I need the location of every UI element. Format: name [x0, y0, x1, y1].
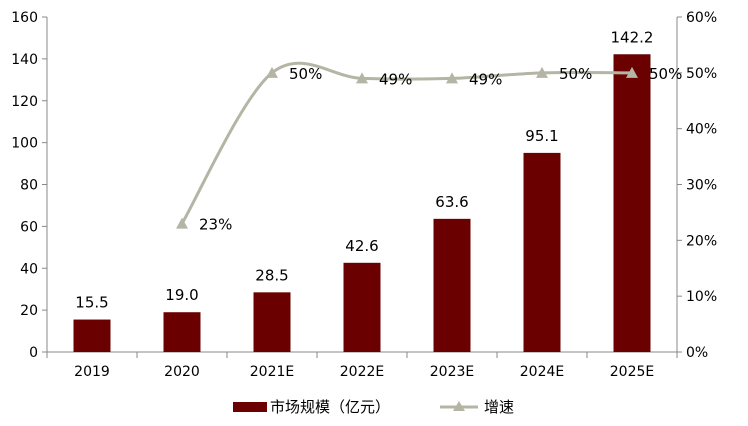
bar-series: 15.5 19.0 28.5 42.6 63.6 95.1 142.2: [73, 28, 654, 353]
x-tick-label: 2020: [164, 364, 200, 380]
legend-bar-label: 市场规模（亿元）: [270, 398, 390, 416]
growth-point-marker: [626, 66, 638, 78]
growth-point-marker: [266, 66, 278, 78]
right-tick-label: 30%: [686, 178, 717, 194]
right-tick-label: 60%: [686, 10, 717, 26]
left-tick-label: 40: [20, 261, 38, 277]
bar: [613, 54, 651, 353]
x-tick-label: 2024E: [520, 364, 564, 380]
left-tick-label: 100: [11, 136, 38, 152]
legend: 市场规模（亿元） 增速: [233, 398, 514, 416]
right-tick-label: 10%: [686, 289, 717, 305]
bar: [523, 152, 561, 352]
growth-line-series: 23% 50% 49% 49% 50% 50%: [176, 61, 682, 234]
bar-data-label: 28.5: [255, 266, 288, 284]
legend-bar-swatch: [233, 402, 267, 412]
bar-data-label: 19.0: [165, 286, 198, 304]
right-tick-label: 50%: [686, 66, 717, 82]
right-tick-label: 0%: [686, 345, 708, 361]
right-tick-label: 20%: [686, 233, 717, 249]
left-tick-label: 160: [11, 10, 38, 26]
bar: [163, 312, 201, 352]
left-tick-label: 120: [11, 94, 38, 110]
growth-data-label: 50%: [289, 65, 322, 83]
bar-data-label: 42.6: [345, 237, 378, 255]
growth-point-marker: [536, 66, 548, 78]
left-tick-label: 80: [20, 178, 38, 194]
bar-data-label: 142.2: [611, 28, 654, 46]
growth-data-label: 49%: [379, 70, 412, 88]
left-tick-label: 20: [20, 303, 38, 319]
growth-data-label: 50%: [649, 65, 682, 83]
growth-data-label: 50%: [559, 65, 592, 83]
left-tick-label: 0: [29, 345, 38, 361]
bar: [433, 218, 471, 352]
x-tick-label: 2019: [74, 364, 110, 380]
bar-data-label: 63.6: [435, 193, 468, 211]
growth-data-label: 49%: [469, 70, 502, 88]
bar-data-label: 95.1: [525, 127, 558, 145]
left-tick-label: 60: [20, 219, 38, 235]
legend-line-marker: [453, 401, 465, 411]
growth-data-label: 23%: [199, 216, 232, 234]
bar: [73, 319, 111, 352]
growth-point-marker: [446, 72, 458, 84]
left-tick-label: 140: [11, 52, 38, 68]
axes: 0 20 40 60 80 100 120 140 160 0% 10% 20% 30% 40% 50% 60…: [11, 10, 717, 380]
x-tick-label: 2022E: [340, 364, 384, 380]
bar: [343, 262, 381, 352]
x-tick-label: 2023E: [430, 364, 474, 380]
x-tick-label: 2021E: [250, 364, 294, 380]
bar-data-label: 15.5: [75, 294, 108, 312]
right-tick-label: 40%: [686, 122, 717, 138]
growth-point-marker: [356, 72, 368, 84]
bar: [253, 292, 291, 352]
growth-point-marker: [176, 217, 188, 229]
x-tick-label: 2025E: [610, 364, 654, 380]
legend-line-label: 增速: [484, 398, 514, 416]
